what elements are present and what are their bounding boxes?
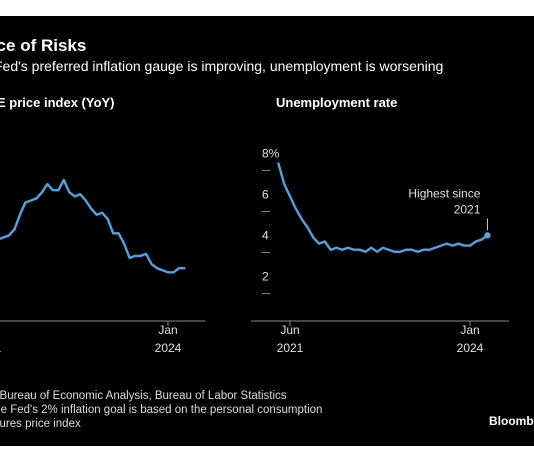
- x-tick-year-label: 2024: [155, 341, 182, 355]
- series-line: [277, 162, 489, 254]
- y-tick-label: 4: [262, 229, 269, 243]
- chart-frame: lance of Risks Fed's preferred inflation…: [0, 16, 534, 446]
- unemployment-panel-title: Unemployment rate: [276, 95, 398, 110]
- bloomberg-logo: Bloomb: [489, 414, 534, 428]
- series-line: [0, 178, 186, 274]
- pce-panel-title: E price index (YoY): [0, 95, 115, 110]
- y-tick-label: 2: [262, 270, 269, 284]
- note-line-2: nditures price index: [0, 418, 81, 430]
- x-tick-label: Jun: [280, 323, 299, 337]
- annotation-label-line-1: Highest since: [408, 186, 480, 200]
- chart-title: lance of Risks: [0, 36, 87, 55]
- y-tick-label: 6: [262, 187, 269, 201]
- annotation-label-line-2: 2021: [454, 202, 481, 216]
- x-tick-year-label: 2021: [277, 341, 304, 355]
- charts-canvas: Jan 2024 1 2 4 6 8% Jun 2021 Jan 2024 Highest since…: [0, 146, 510, 355]
- source-line: ce: Bureau of Economic Analysis, Bureau …: [0, 390, 287, 402]
- x-tick-year-label: 1: [0, 341, 2, 355]
- x-tick-year-label: 2024: [457, 341, 484, 355]
- x-tick-label: Jan: [158, 323, 177, 337]
- source-note: ce: Bureau of Economic Analysis, Bureau …: [0, 389, 322, 431]
- chart-subtitle: Fed's preferred inflation gauge is impro…: [0, 58, 444, 74]
- y-tick-label: 8%: [262, 146, 280, 160]
- x-tick-label: Jan: [460, 323, 479, 337]
- latest-point-marker: [484, 232, 491, 239]
- note-line-1: : The Fed's 2% inflation goal is based o…: [0, 404, 323, 416]
